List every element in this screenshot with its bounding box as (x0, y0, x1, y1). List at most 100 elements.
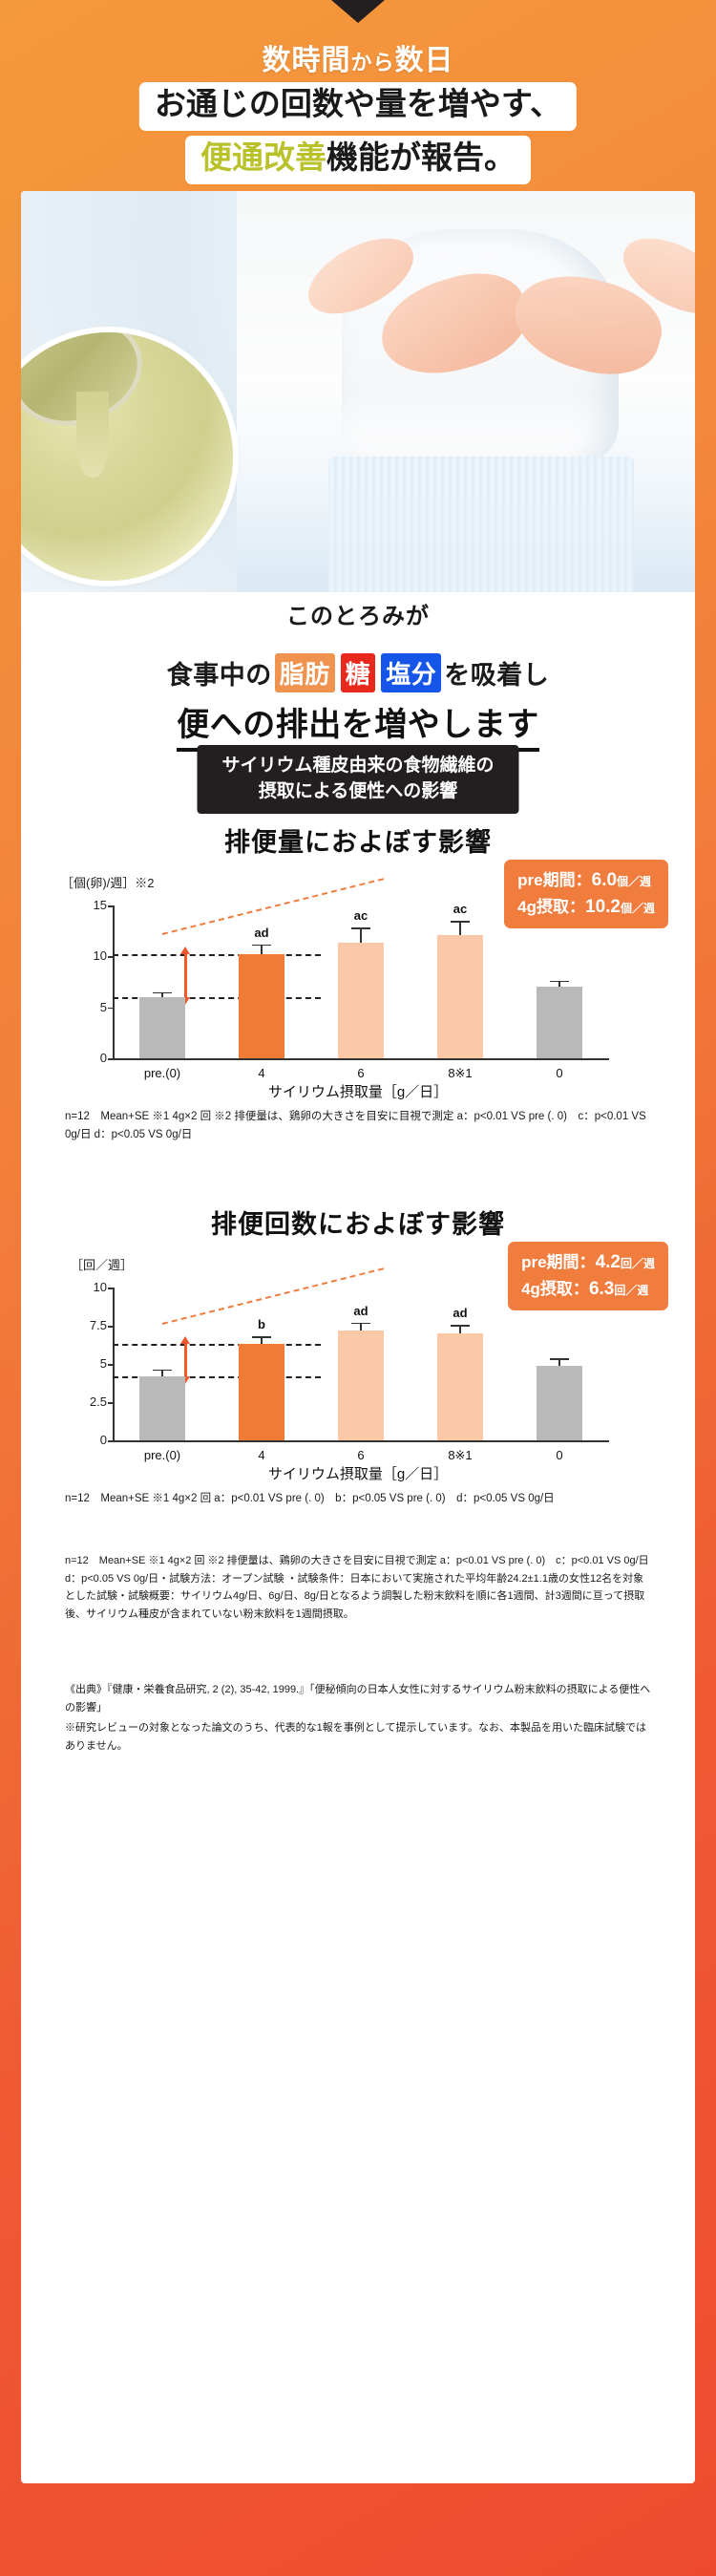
arrow-down-icon (331, 0, 385, 23)
significance-label: ad (353, 1303, 369, 1318)
y-tick (108, 1058, 113, 1060)
y-axis (113, 1288, 115, 1440)
reference-line (113, 954, 322, 957)
significance-label: ad (254, 925, 269, 940)
chip-fat: 脂肪 (274, 653, 335, 692)
y-tick-label: 10 (93, 948, 107, 964)
mid-line-3: 便への排出を増やします (177, 698, 539, 752)
chart2-ylabel: ［回／週］ (71, 1258, 134, 1272)
mid-text-block: このとろみが 食事中の 脂肪 糖 塩分 を吸着し 便への排出を増やします (21, 597, 695, 752)
error-bar-cap (351, 927, 370, 929)
x-tick-label: 6 (357, 1448, 365, 1462)
error-bar (161, 1369, 163, 1376)
c2-l2-label: 4g摂取： (521, 1280, 589, 1299)
error-bar (161, 991, 163, 997)
delta-arrow-down-icon (180, 997, 191, 1005)
bar (537, 1365, 582, 1440)
kicker-main: 数時間 (262, 45, 351, 76)
c2-l1-label: pre期間： (521, 1253, 596, 1271)
significance-label: b (258, 1317, 265, 1332)
kicker-mid: から (350, 51, 395, 75)
error-bar-cap (550, 980, 569, 983)
footer-para-1: n=12 Mean+SE ※1 4g×2 回 ※2 排便量は、鶏卵の大きさを目安… (65, 1555, 649, 1621)
significance-label: ac (353, 908, 369, 924)
chart1-note: n=12 Mean+SE ※1 4g×2 回 ※2 排便量は、鶏卵の大きさを目安… (65, 1111, 646, 1140)
error-bar (261, 1336, 263, 1345)
error-bar-cap (451, 921, 470, 923)
x-tick-label: 4 (258, 1066, 265, 1080)
bar (437, 934, 483, 1058)
x-tick-label: 0 (556, 1448, 563, 1462)
bar (537, 987, 582, 1058)
y-tick-label: 15 (93, 898, 107, 912)
c1-l2-value: 10.2 (585, 897, 621, 918)
chart1-callout-line2: 4g摂取：10.2個／週 (517, 894, 655, 921)
chart2-plot-area: 0 2.5 5 7.5 10 pre.(0) b 4 ad 6 ad 8※1 0 (90, 1267, 609, 1462)
reference-line (113, 997, 322, 999)
y-tick (108, 1326, 113, 1328)
chart1-ylabel: ［個(卵)/週］※2 (61, 876, 155, 890)
bar (139, 997, 185, 1058)
y-tick (108, 956, 113, 958)
c1-l1-unit: 個／週 (617, 875, 652, 888)
y-tick-label: 0 (99, 1051, 107, 1065)
chip-salt: 塩分 (381, 653, 442, 692)
error-bar-cap (252, 944, 271, 947)
c2-l1-value: 4.2 (595, 1252, 621, 1272)
y-tick (108, 1364, 113, 1366)
error-bar-cap (153, 1369, 172, 1372)
x-tick-label: 4 (258, 1448, 265, 1462)
bar (338, 1330, 384, 1440)
x-tick-label: pre.(0) (143, 1448, 181, 1462)
banner-line-2: 摂取による便性への影響 (258, 780, 458, 801)
hero-photo (21, 191, 695, 592)
photo-torso (237, 191, 695, 592)
chart1-plot-area: 0 5 10 15 pre.(0) ad 4 ac 6 ac 8※1 0 (94, 878, 609, 1080)
chart2-title: 排便回数におよぼす影響 (211, 1210, 505, 1239)
error-bar (558, 980, 560, 988)
headline-box-2: 便通改善機能が報告。 (185, 136, 531, 184)
c1-l1-value: 6.0 (591, 870, 618, 890)
mid-line-2-pre: 食事中の (166, 661, 272, 690)
bar (437, 1333, 483, 1440)
y-tick-label: 5 (99, 1356, 107, 1371)
x-axis (113, 1058, 609, 1060)
gel-drip (76, 392, 109, 478)
y-tick-label: 0 (99, 1433, 107, 1447)
headline-1: お通じの回数や量を増やす、 (154, 86, 562, 121)
y-tick-label: 2.5 (89, 1394, 107, 1409)
error-bar (558, 1358, 560, 1366)
c2-l2-value: 6.3 (588, 1279, 615, 1300)
chart2-xlabel: サイリウム摂取量［g／日］ (267, 1466, 449, 1482)
x-tick-label: pre.(0) (143, 1066, 181, 1080)
significance-label: ad (453, 1306, 468, 1321)
gel-inset-photo (21, 332, 233, 581)
reference-line (113, 1375, 322, 1378)
y-tick-label: 5 (99, 999, 107, 1014)
y-axis (113, 905, 115, 1058)
photo-skirt (328, 457, 634, 592)
y-tick-label: 10 (93, 1280, 107, 1294)
x-tick-label: 8※1 (448, 1448, 473, 1462)
mid-line-2-post: を吸着し (444, 661, 550, 690)
chart2-callout-line1: pre期間：4.2回／週 (521, 1249, 655, 1276)
error-bar (360, 927, 362, 944)
headline-box-1: お通じの回数や量を増やす、 (138, 82, 578, 131)
header-kicker: 数時間から数日 (0, 36, 716, 78)
bar (239, 1344, 284, 1440)
c1-l2-unit: 個／週 (620, 902, 655, 916)
delta-arrow-stem (183, 954, 187, 997)
y-tick (108, 1288, 113, 1289)
bar (239, 954, 284, 1058)
chart1-callout-line1: pre期間：6.0個／週 (517, 867, 655, 894)
mid-line-1: このとろみが (286, 604, 430, 629)
footer-para-2: 《出典》『健康・栄養食品研究, 2 (2), 35-42, 1999.』「便秘傾… (65, 1684, 651, 1714)
error-bar-cap (351, 1322, 370, 1325)
chip-sugar: 糖 (340, 653, 376, 692)
error-bar-cap (153, 991, 172, 994)
error-bar (360, 1322, 362, 1331)
x-tick-label: 8※1 (448, 1066, 473, 1080)
y-tick (108, 905, 113, 907)
delta-arrow-stem (183, 1344, 187, 1376)
chart2-callout: pre期間：4.2回／週 4g摂取：6.3回／週 (508, 1242, 668, 1311)
